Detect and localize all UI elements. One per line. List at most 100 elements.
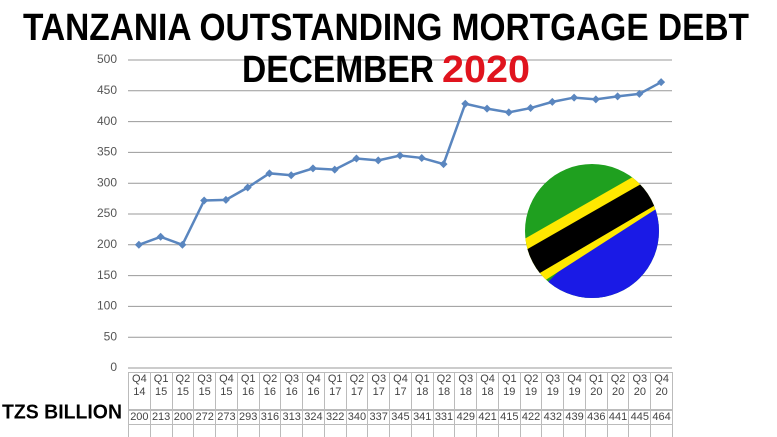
table-cell [584, 424, 608, 437]
table-cell [541, 424, 565, 437]
table-cell [650, 424, 673, 437]
y-tick-label: 350 [97, 145, 117, 159]
value-label: 200 [128, 410, 151, 425]
marker [613, 92, 622, 101]
x-tick-label: Q1 20 [584, 372, 608, 410]
value-label: 341 [410, 410, 434, 425]
marker [243, 183, 252, 192]
x-tick-label: Q4 20 [650, 372, 673, 410]
marker [526, 104, 535, 113]
marker [548, 97, 557, 106]
table-cell [476, 424, 499, 437]
value-label: 316 [258, 410, 282, 425]
x-tick-label: Q4 15 [215, 372, 238, 410]
marker [439, 160, 448, 169]
x-tick-label: Q4 19 [563, 372, 586, 410]
y-tick-label: 500 [97, 52, 117, 66]
table-cell [128, 424, 151, 437]
marker [287, 171, 296, 180]
table-cell [345, 424, 369, 437]
table-cell [432, 424, 456, 437]
table-cell [606, 424, 630, 437]
table-cell [454, 424, 478, 437]
marker [591, 95, 600, 104]
table-cell [215, 424, 238, 437]
x-tick-label: Q2 16 [258, 372, 282, 410]
y-tick-label: 150 [97, 268, 117, 282]
value-label: 415 [497, 410, 521, 425]
marker [178, 240, 187, 249]
value-label: 422 [519, 410, 543, 425]
value-label: 441 [606, 410, 630, 425]
table-cell [367, 424, 391, 437]
x-tick-label: Q2 19 [519, 372, 543, 410]
x-tick-label: Q3 17 [367, 372, 391, 410]
x-tick-label: Q3 16 [280, 372, 304, 410]
marker [374, 156, 383, 165]
marker [417, 153, 426, 162]
table-cell [519, 424, 543, 437]
marker [200, 196, 209, 205]
x-tick-label: Q4 14 [128, 372, 151, 410]
value-label: 445 [628, 410, 652, 425]
marker [635, 89, 644, 98]
table-cell [171, 424, 195, 437]
value-label: 213 [149, 410, 173, 425]
table-cell [497, 424, 521, 437]
value-label: 273 [215, 410, 238, 425]
value-label: 439 [563, 410, 586, 425]
x-tick-label: Q3 20 [628, 372, 652, 410]
value-label: 337 [367, 410, 391, 425]
value-label: 322 [323, 410, 347, 425]
title-line2: DECEMBER 2020 [242, 49, 530, 91]
marker [483, 104, 492, 113]
x-tick-label: Q3 15 [193, 372, 217, 410]
title-month: DECEMBER [242, 49, 434, 91]
x-tick-label: Q2 15 [171, 372, 195, 410]
x-tick-label: Q3 19 [541, 372, 565, 410]
marker [156, 232, 165, 241]
marker [461, 99, 470, 108]
x-tick-label: Q1 18 [410, 372, 434, 410]
marker [330, 165, 339, 174]
x-tick-label: Q4 17 [389, 372, 412, 410]
table-cell [410, 424, 434, 437]
x-tick-label: Q1 17 [323, 372, 347, 410]
x-tick-label: Q2 18 [432, 372, 456, 410]
value-label: 345 [389, 410, 412, 425]
x-tick-label: Q4 18 [476, 372, 499, 410]
table-cell [193, 424, 217, 437]
value-label: 200 [171, 410, 195, 425]
marker [352, 154, 361, 163]
x-tick-label: Q1 15 [149, 372, 173, 410]
y-tick-label: 400 [97, 114, 117, 128]
title-year: 2020 [442, 49, 530, 91]
marker [396, 151, 404, 160]
x-tick-label: Q1 19 [497, 372, 521, 410]
x-tick-label: Q2 20 [606, 372, 630, 410]
table-cell [563, 424, 586, 437]
x-tick-label: Q4 16 [302, 372, 325, 410]
table-cell [323, 424, 347, 437]
unit-label: TZS BILLION [2, 401, 122, 423]
y-tick-label: 250 [97, 206, 117, 220]
value-label: 432 [541, 410, 565, 425]
x-tick-label: Q1 16 [236, 372, 260, 410]
value-label: 436 [584, 410, 608, 425]
value-label: 272 [193, 410, 217, 425]
y-tick-label: 0 [110, 360, 117, 374]
marker [570, 93, 579, 102]
y-tick-label: 450 [97, 83, 117, 97]
value-label: 313 [280, 410, 304, 425]
marker [504, 108, 513, 117]
tanzania-flag [525, 164, 659, 298]
value-label: 331 [432, 410, 456, 425]
table-cell [149, 424, 173, 437]
marker [308, 164, 317, 173]
marker [221, 195, 230, 204]
table-cell [236, 424, 260, 437]
table-cell [389, 424, 412, 437]
x-tick-label: Q3 18 [454, 372, 478, 410]
